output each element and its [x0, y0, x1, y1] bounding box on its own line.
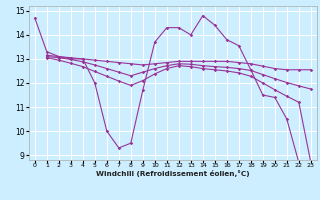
X-axis label: Windchill (Refroidissement éolien,°C): Windchill (Refroidissement éolien,°C) — [96, 170, 250, 177]
